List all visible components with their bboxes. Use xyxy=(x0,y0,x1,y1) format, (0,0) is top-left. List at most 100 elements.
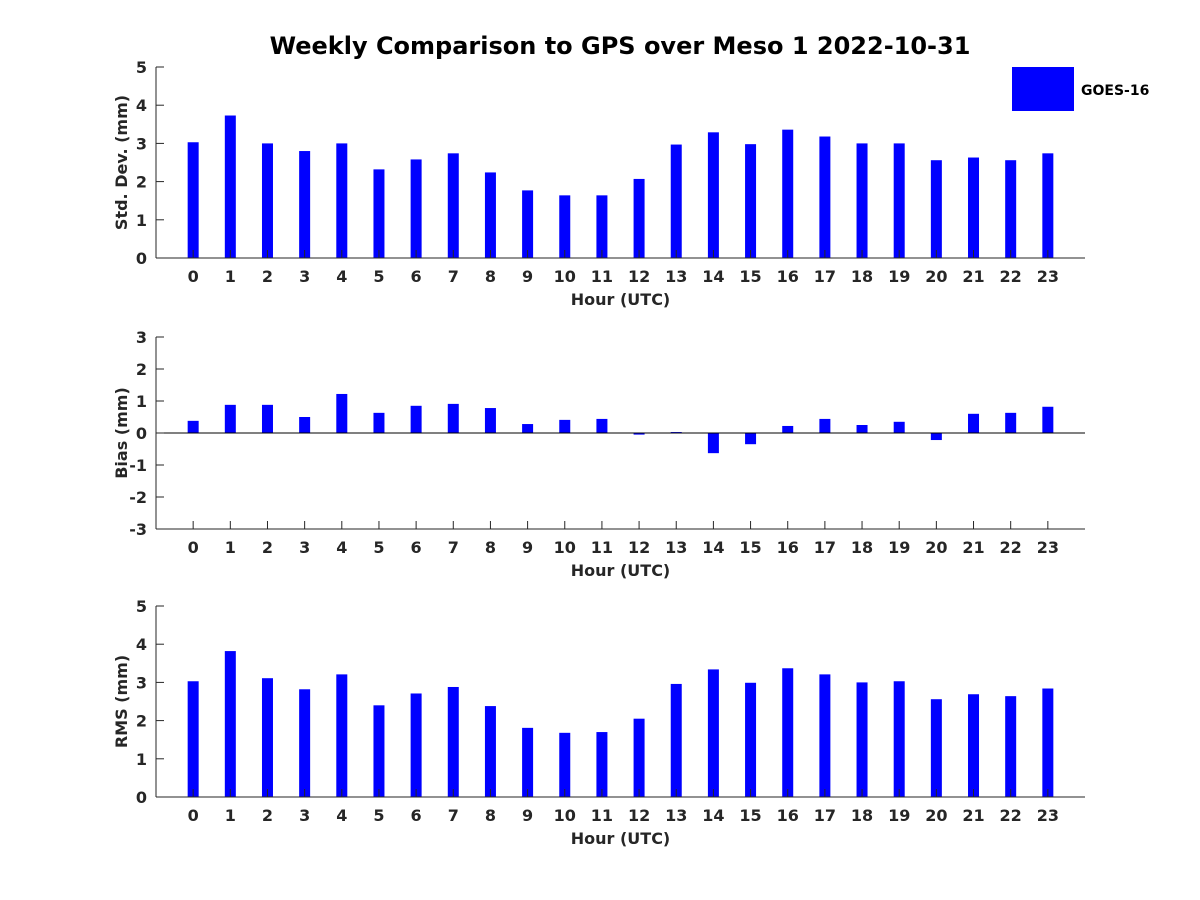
y-tick-label-std-dev-4: 4 xyxy=(136,96,147,115)
x-tick-label-std-dev-17: 17 xyxy=(814,267,836,286)
bar-std-dev-hour-7 xyxy=(447,153,459,258)
x-tick-label-bias-18: 18 xyxy=(851,538,873,557)
bar-rms-hour-10 xyxy=(559,732,571,797)
x-tick-label-std-dev-4: 4 xyxy=(336,267,347,286)
bar-bias-hour-5 xyxy=(373,412,385,433)
bar-std-dev-hour-16 xyxy=(782,129,794,258)
x-tick-label-std-dev-11: 11 xyxy=(591,267,613,286)
bar-rms-hour-21 xyxy=(968,694,980,797)
x-tick-label-std-dev-7: 7 xyxy=(448,267,459,286)
x-tick-label-bias-5: 5 xyxy=(373,538,384,557)
x-tick-label-rms-17: 17 xyxy=(814,806,836,825)
bar-bias-hour-2 xyxy=(261,404,273,433)
bar-rms-hour-0 xyxy=(187,681,199,797)
x-tick-label-bias-22: 22 xyxy=(1000,538,1022,557)
x-tick-label-rms-14: 14 xyxy=(702,806,724,825)
x-tick-label-bias-9: 9 xyxy=(522,538,533,557)
x-tick-label-rms-20: 20 xyxy=(925,806,947,825)
bar-rms-hour-12 xyxy=(633,718,645,797)
bar-std-dev-hour-23 xyxy=(1042,153,1054,258)
x-axis-label-std-dev: Hour (UTC) xyxy=(571,290,671,309)
x-tick-label-std-dev-10: 10 xyxy=(554,267,576,286)
x-tick-label-rms-4: 4 xyxy=(336,806,347,825)
bar-rms-hour-17 xyxy=(819,674,831,797)
x-axis-label-bias: Hour (UTC) xyxy=(571,561,671,580)
x-tick-label-bias-13: 13 xyxy=(665,538,687,557)
bar-bias-hour-17 xyxy=(819,418,831,433)
x-tick-label-bias-16: 16 xyxy=(777,538,799,557)
x-tick-label-std-dev-20: 20 xyxy=(925,267,947,286)
bar-rms-hour-9 xyxy=(522,727,534,797)
x-tick-label-rms-8: 8 xyxy=(485,806,496,825)
x-tick-label-bias-10: 10 xyxy=(554,538,576,557)
bar-std-dev-hour-21 xyxy=(968,157,980,258)
bar-std-dev-hour-8 xyxy=(484,172,496,258)
x-tick-label-rms-19: 19 xyxy=(888,806,910,825)
x-tick-label-rms-1: 1 xyxy=(225,806,236,825)
bar-std-dev-hour-5 xyxy=(373,169,385,258)
y-tick-label-rms-3: 3 xyxy=(136,673,147,692)
legend: GOES-16 xyxy=(1012,67,1149,111)
x-tick-label-bias-20: 20 xyxy=(925,538,947,557)
bar-bias-hour-7 xyxy=(447,403,459,433)
bar-bias-hour-0 xyxy=(187,420,199,433)
x-tick-label-bias-12: 12 xyxy=(628,538,650,557)
y-tick-label-rms-2: 2 xyxy=(136,712,147,731)
x-tick-label-bias-2: 2 xyxy=(262,538,273,557)
x-tick-label-rms-10: 10 xyxy=(554,806,576,825)
bar-std-dev-hour-11 xyxy=(596,195,608,258)
bar-bias-hour-19 xyxy=(893,421,905,433)
x-tick-label-std-dev-23: 23 xyxy=(1037,267,1059,286)
x-tick-label-rms-3: 3 xyxy=(299,806,310,825)
bar-rms-hour-13 xyxy=(670,683,682,797)
bar-rms-hour-19 xyxy=(893,681,905,797)
bar-std-dev-hour-3 xyxy=(299,151,311,258)
y-tick-label-bias-0: 0 xyxy=(136,424,147,443)
bar-std-dev-hour-1 xyxy=(224,115,236,258)
x-tick-label-rms-23: 23 xyxy=(1037,806,1059,825)
bar-bias-hour-4 xyxy=(336,393,348,433)
x-tick-label-rms-6: 6 xyxy=(411,806,422,825)
x-tick-label-std-dev-1: 1 xyxy=(225,267,236,286)
y-tick-label-rms-1: 1 xyxy=(136,750,147,769)
bar-bias-hour-14 xyxy=(707,433,719,454)
bar-bias-hour-11 xyxy=(596,418,608,433)
bar-rms-hour-7 xyxy=(447,686,459,797)
y-tick-label-bias-2: 2 xyxy=(136,360,147,379)
x-tick-label-std-dev-0: 0 xyxy=(188,267,199,286)
bar-rms-hour-5 xyxy=(373,705,385,797)
bar-rms-hour-6 xyxy=(410,693,422,797)
bar-std-dev-hour-22 xyxy=(1005,160,1017,258)
bar-rms-hour-18 xyxy=(856,682,868,797)
bar-bias-hour-9 xyxy=(522,424,534,433)
y-tick-label-std-dev-0: 0 xyxy=(136,249,147,268)
x-tick-label-bias-7: 7 xyxy=(448,538,459,557)
bar-bias-hour-23 xyxy=(1042,406,1054,433)
bar-std-dev-hour-0 xyxy=(187,142,199,258)
x-tick-label-rms-12: 12 xyxy=(628,806,650,825)
x-tick-label-std-dev-3: 3 xyxy=(299,267,310,286)
bar-bias-hour-10 xyxy=(559,419,571,433)
y-tick-label-bias-1: 1 xyxy=(136,392,147,411)
bar-bias-hour-1 xyxy=(224,404,236,433)
x-tick-label-std-dev-22: 22 xyxy=(1000,267,1022,286)
y-tick-label-rms-0: 0 xyxy=(136,788,147,807)
bar-std-dev-hour-6 xyxy=(410,159,422,258)
x-tick-label-bias-11: 11 xyxy=(591,538,613,557)
bar-rms-hour-8 xyxy=(484,706,496,797)
bar-std-dev-hour-9 xyxy=(522,190,534,258)
x-tick-label-std-dev-8: 8 xyxy=(485,267,496,286)
x-tick-label-rms-13: 13 xyxy=(665,806,687,825)
y-tick-label-std-dev-1: 1 xyxy=(136,211,147,230)
y-tick-label-bias--3: -3 xyxy=(129,520,147,539)
x-tick-label-std-dev-18: 18 xyxy=(851,267,873,286)
x-tick-label-rms-15: 15 xyxy=(739,806,761,825)
bar-std-dev-hour-18 xyxy=(856,143,868,258)
x-tick-label-std-dev-5: 5 xyxy=(373,267,384,286)
x-tick-label-rms-11: 11 xyxy=(591,806,613,825)
bar-bias-hour-15 xyxy=(745,433,757,445)
x-tick-label-rms-16: 16 xyxy=(777,806,799,825)
x-tick-label-std-dev-21: 21 xyxy=(962,267,984,286)
